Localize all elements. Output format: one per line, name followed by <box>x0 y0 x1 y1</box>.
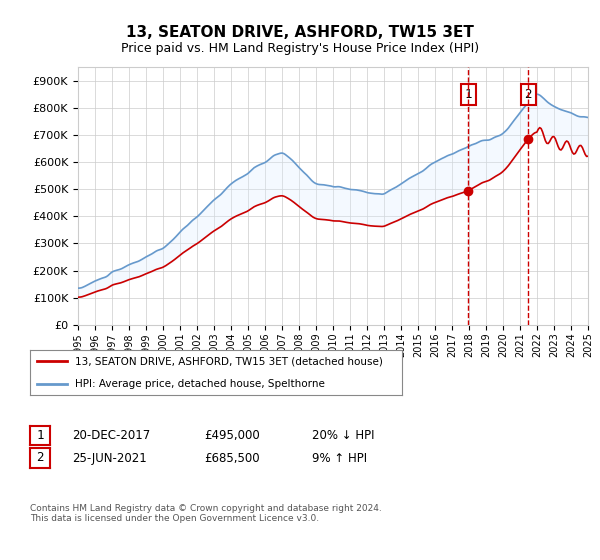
Text: HPI: Average price, detached house, Spelthorne: HPI: Average price, detached house, Spel… <box>74 379 325 389</box>
Text: 13, SEATON DRIVE, ASHFORD, TW15 3ET (detached house): 13, SEATON DRIVE, ASHFORD, TW15 3ET (det… <box>74 356 383 366</box>
Text: 1: 1 <box>465 88 472 101</box>
Text: 2: 2 <box>524 88 532 101</box>
Text: 9% ↑ HPI: 9% ↑ HPI <box>312 451 367 465</box>
Text: 1: 1 <box>36 429 44 442</box>
Text: 20-DEC-2017: 20-DEC-2017 <box>72 429 150 442</box>
Text: £495,000: £495,000 <box>204 429 260 442</box>
Text: 2: 2 <box>36 451 44 464</box>
Text: 13, SEATON DRIVE, ASHFORD, TW15 3ET: 13, SEATON DRIVE, ASHFORD, TW15 3ET <box>126 25 474 40</box>
Text: Price paid vs. HM Land Registry's House Price Index (HPI): Price paid vs. HM Land Registry's House … <box>121 42 479 55</box>
Text: 20% ↓ HPI: 20% ↓ HPI <box>312 429 374 442</box>
Text: 25-JUN-2021: 25-JUN-2021 <box>72 451 147 465</box>
Text: £685,500: £685,500 <box>204 451 260 465</box>
Text: Contains HM Land Registry data © Crown copyright and database right 2024.
This d: Contains HM Land Registry data © Crown c… <box>30 504 382 524</box>
